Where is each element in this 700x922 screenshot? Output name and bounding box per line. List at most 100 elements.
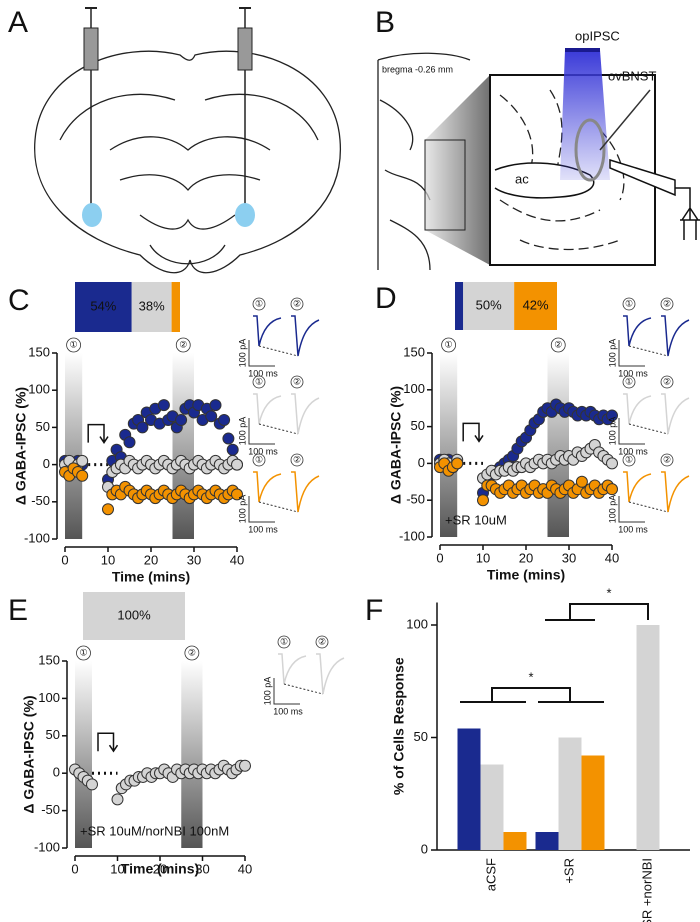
y-tick-label: -50: [41, 802, 60, 817]
x-tick-label: 30: [195, 861, 209, 876]
annotation: +SR 10uM/norNBI 100nM: [80, 823, 229, 838]
data-point: [86, 778, 98, 791]
y-tick-label: 100: [38, 690, 60, 705]
bar: [581, 755, 605, 850]
data-point: [102, 503, 114, 516]
y-axis-label: Δ GABA-IPSC (%): [388, 386, 404, 504]
time-window: [65, 353, 83, 539]
inset-circle: [252, 375, 266, 389]
trace: [253, 471, 282, 503]
data-point: [477, 494, 489, 507]
panel-a: A: [8, 6, 341, 274]
time-window: [181, 661, 203, 848]
time-window: [440, 353, 458, 537]
data-point: [209, 399, 222, 412]
x-tick-label: 10: [110, 861, 124, 876]
panel-letter: B: [375, 6, 395, 39]
scale-bar: [618, 496, 645, 523]
inset-number: ②: [293, 376, 301, 386]
x-tick-label: +SR +norNBI: [639, 858, 654, 922]
y-tick-label: -100: [24, 530, 50, 545]
trace: [661, 315, 690, 357]
data-point: [451, 457, 464, 470]
proportion-label: 100%: [117, 607, 151, 622]
inset-number: ②: [663, 454, 671, 464]
trace: [291, 471, 320, 513]
window-label: ①: [70, 339, 78, 349]
inset-circle: [660, 297, 674, 311]
panel-letter: C: [8, 284, 30, 317]
inset-circle: [290, 297, 304, 311]
window-circle: [175, 337, 191, 353]
y-tick-label: 150: [403, 344, 425, 359]
y-tick-label: 0: [53, 765, 60, 780]
data-point: [231, 488, 243, 501]
trace: [661, 393, 690, 435]
x-tick-label: 10: [476, 550, 490, 565]
proportion-segment: [75, 282, 132, 332]
time-window: [75, 661, 92, 848]
y-tick-label: 50: [36, 419, 50, 434]
electrode: [609, 158, 676, 197]
inset-circle: [622, 297, 636, 311]
proportion-segment: [171, 282, 180, 332]
data-point: [218, 413, 231, 426]
time-window: [547, 353, 569, 537]
brain-detail: [59, 93, 319, 265]
trace-link: [628, 345, 669, 357]
inset-circle: [290, 375, 304, 389]
y-tick-label: 0: [418, 455, 425, 470]
window-label: ②: [188, 647, 196, 657]
trace: [291, 393, 320, 435]
panel-b: B bregma -0.26 mm ac opIPSC ovBNST: [375, 6, 700, 271]
scale-label: 100 pA: [607, 417, 617, 446]
x-tick-label: +SR: [561, 858, 576, 884]
window-label: ①: [79, 647, 87, 657]
data-point: [606, 409, 618, 422]
x-tick-label: aCSF: [483, 858, 498, 891]
inset-circle: [622, 453, 636, 467]
inset-number: ①: [255, 298, 263, 308]
inset-number: ②: [663, 298, 671, 308]
inset-circle: [290, 453, 304, 467]
bar: [503, 832, 527, 850]
x-tick-label: 20: [519, 550, 533, 565]
annotation: +SR 10uM: [445, 512, 507, 527]
scale-label: 100 ms: [618, 446, 648, 456]
scale-bar: [248, 496, 275, 523]
panel-letter: F: [365, 594, 383, 627]
scale-label: 100 ms: [618, 368, 648, 378]
inset-number: ①: [625, 454, 633, 464]
scale-label: 100 ms: [248, 368, 278, 378]
inset-number: ①: [625, 298, 633, 308]
stim-arrow: [87, 423, 109, 444]
scale-bar: [248, 340, 275, 367]
y-tick-label: 50: [46, 727, 60, 742]
proportion-segment: [514, 282, 557, 330]
data-point: [239, 759, 251, 772]
scale-label: 100 pA: [607, 339, 617, 368]
trace: [661, 471, 690, 513]
trace: [253, 315, 282, 347]
x-tick-label: 10: [101, 552, 115, 567]
data-point: [606, 457, 618, 470]
window-circle: [441, 337, 457, 353]
data-point: [222, 432, 235, 445]
panel-letter: A: [8, 6, 28, 39]
proportion-label: 50%: [476, 297, 502, 312]
proportion-segment: [463, 282, 515, 330]
brain-outline: [34, 50, 341, 274]
window-circle: [66, 337, 81, 353]
scale-label: 100 ms: [618, 524, 648, 534]
x-tick-label: 30: [187, 552, 201, 567]
stim-arrow: [97, 732, 119, 753]
inset-number: ②: [663, 376, 671, 386]
bar: [558, 737, 582, 850]
zoom-box: [424, 139, 466, 231]
inset-number: ①: [625, 376, 633, 386]
y-tick-label: -100: [399, 528, 425, 543]
panel-letter: D: [375, 282, 397, 315]
injection-site: [82, 203, 102, 227]
trace-link: [628, 423, 669, 435]
trace-link: [258, 345, 299, 357]
